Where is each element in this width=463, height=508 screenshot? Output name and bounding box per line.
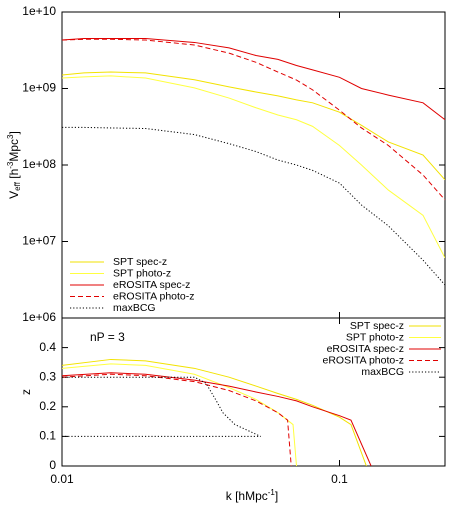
series-line [62,126,445,286]
x-tick-label: 0.1 [331,472,348,486]
y-tick-label: 0.1 [39,429,56,443]
series-line [62,38,445,121]
series-line [62,373,292,466]
legend-label: SPT spec-z [113,256,167,268]
plot-frame [61,317,446,467]
x-axis-label-part: ] [275,489,278,503]
series-line [62,376,261,437]
legend-label: eROSITA photo-z [322,354,404,366]
y-tick-label: 0.2 [39,399,56,413]
legend-label: maxBCG [361,366,404,378]
y-axis-label: z [19,389,33,395]
legend-label: SPT photo-z [346,331,404,343]
x-axis-label-part: -1 [268,488,276,497]
x-axis-label-part: k [hMpc [226,489,268,503]
y-tick-label: 1e+06 [22,310,56,324]
series-group [62,373,292,466]
series-group [62,75,445,259]
y-axis-label: Veff [h-3Mpc3] [6,131,22,199]
series-group [62,126,445,286]
series-group [62,358,367,466]
y-axis-label-part: ] [7,131,21,134]
legend-label: SPT photo-z [113,267,171,279]
y-tick-label: 1e+08 [22,157,56,171]
series-group [62,71,445,181]
y-axis-label-part: [h [7,169,21,182]
legend-label: maxBCG [113,302,156,314]
y-axis-label-part: Mpc [7,139,21,162]
legend-label: SPT spec-z [350,320,404,332]
y-axis-label-part: z [19,389,33,395]
x-tick-label: 0.01 [50,472,74,486]
x-axis-label: k [hMpc-1] [226,488,278,503]
y-axis-label-part: eff [13,181,22,191]
series-group [62,372,372,466]
series-line [62,71,445,181]
y-axis-label-part: -3 [6,161,15,169]
y-tick-label: 1e+10 [22,4,56,18]
y-tick-label: 0 [49,458,56,472]
series-line [62,358,367,466]
y-axis-label-part: V [7,191,21,199]
legend-label: eROSITA spec-z [327,343,404,355]
series-group [62,38,445,201]
y-tick-label: 0.3 [39,369,56,383]
annotation: nP = 3 [90,330,125,344]
series-line [62,372,372,466]
y-tick-label: 0.4 [39,340,56,354]
legend-label: eROSITA photo-z [113,290,195,302]
y-tick-label: 1e+09 [22,81,56,95]
y-tick-label: 1e+07 [22,234,56,248]
legend-label: eROSITA spec-z [113,279,190,291]
y-axis-label-part: 3 [6,134,15,139]
series-group [62,38,445,121]
series-group [62,376,261,437]
series-line [62,38,445,201]
series-line [62,75,445,259]
